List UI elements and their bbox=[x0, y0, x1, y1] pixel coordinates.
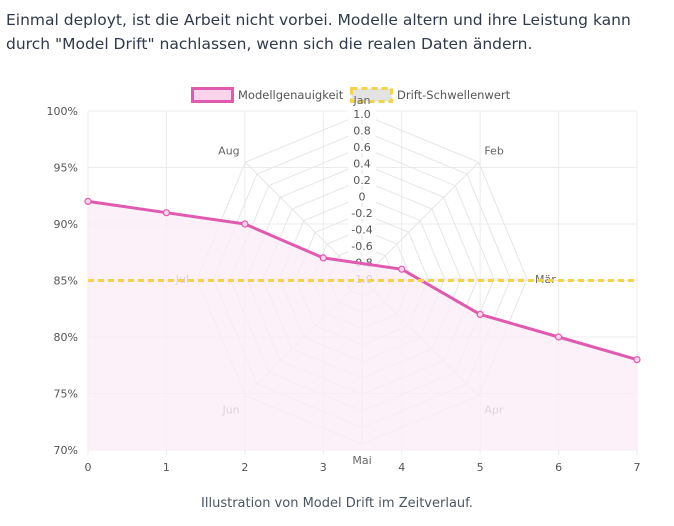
radar-tick-label: -0.4 bbox=[351, 224, 372, 237]
x-tick-label: 6 bbox=[555, 461, 562, 474]
legend-swatch-threshold bbox=[350, 87, 393, 103]
x-tick-label: 0 bbox=[85, 461, 92, 474]
y-tick-label: 80% bbox=[54, 331, 78, 344]
x-tick-label: 7 bbox=[634, 461, 641, 474]
radar-tick-backdrop bbox=[348, 141, 376, 153]
intro-paragraph: Einmal deployt, ist die Arbeit nicht vor… bbox=[6, 11, 631, 53]
accuracy-point bbox=[319, 254, 327, 262]
accuracy-point bbox=[476, 310, 484, 318]
radar-tick-label: 1.0 bbox=[353, 108, 371, 121]
radar-tick-backdrop bbox=[348, 108, 376, 120]
radar-point-label: Aug bbox=[218, 145, 239, 158]
y-tick-label: 100% bbox=[47, 105, 78, 118]
radar-tick-backdrop bbox=[348, 174, 376, 186]
accuracy-point bbox=[633, 356, 641, 364]
radar-point-label: Jan bbox=[353, 94, 371, 107]
accuracy-point bbox=[554, 333, 563, 341]
y-tick-label: 90% bbox=[54, 218, 78, 231]
accuracy-point bbox=[84, 197, 92, 206]
accuracy-point bbox=[241, 220, 249, 228]
radar-tick-label: 0 bbox=[359, 191, 366, 204]
legend-label-threshold: Drift-Schwellenwert bbox=[397, 88, 511, 102]
radar-tick-backdrop bbox=[348, 223, 376, 236]
radar-tick-label: 0.4 bbox=[353, 158, 371, 171]
accuracy-area-fill bbox=[88, 201, 637, 450]
accuracy-line bbox=[87, 199, 638, 362]
y-tick-label: 75% bbox=[54, 388, 78, 401]
legend-label-accuracy: Modellgenauigkeit bbox=[238, 88, 344, 102]
radar-tick-label: 0.2 bbox=[353, 174, 371, 187]
radar-point-label: Feb bbox=[484, 145, 503, 158]
accuracy-point bbox=[398, 265, 406, 273]
chart-legend: Modellgenauigkeit Drift-Schwellenwert bbox=[191, 87, 511, 103]
x-tick-label: 2 bbox=[241, 461, 248, 474]
model-drift-chart: Modellgenauigkeit Drift-Schwellenwert Jan… bbox=[47, 87, 641, 474]
legend-swatch-accuracy bbox=[191, 87, 234, 103]
radar-point-label: Mär bbox=[535, 273, 556, 286]
radar-tick-label: -0.2 bbox=[351, 207, 372, 220]
x-tick-label: 5 bbox=[477, 461, 484, 474]
accuracy-point bbox=[162, 209, 171, 217]
radar-tick-backdrop bbox=[348, 207, 376, 219]
y-tick-label: 85% bbox=[54, 275, 78, 288]
radar-tick-backdrop bbox=[348, 240, 376, 252]
radar-point-label: Mai bbox=[352, 454, 371, 467]
radar-tick-label: 0.6 bbox=[353, 141, 371, 154]
x-tick-label: 4 bbox=[398, 461, 405, 474]
axis-labels: 70% 75% 80% 85% 90% 95% 100% 0 1 2 3 4 5 6 7 bbox=[47, 105, 641, 474]
radar-tick-backdrop bbox=[348, 124, 376, 137]
y-tick-label: 70% bbox=[54, 444, 78, 457]
chart-caption: Illustration von Model Drift im Zeitverl… bbox=[201, 496, 473, 511]
radar-tick-backdrop bbox=[348, 190, 376, 203]
radar-tick-backdrop bbox=[348, 157, 376, 170]
x-tick-label: 3 bbox=[320, 461, 327, 474]
radar-tick-label: 0.8 bbox=[353, 125, 371, 138]
radar-tick-label: -0.6 bbox=[351, 240, 372, 253]
y-tick-label: 95% bbox=[54, 162, 78, 175]
x-tick-label: 1 bbox=[163, 461, 170, 474]
radar-spoke bbox=[361, 161, 480, 280]
series-layer bbox=[84, 197, 641, 450]
